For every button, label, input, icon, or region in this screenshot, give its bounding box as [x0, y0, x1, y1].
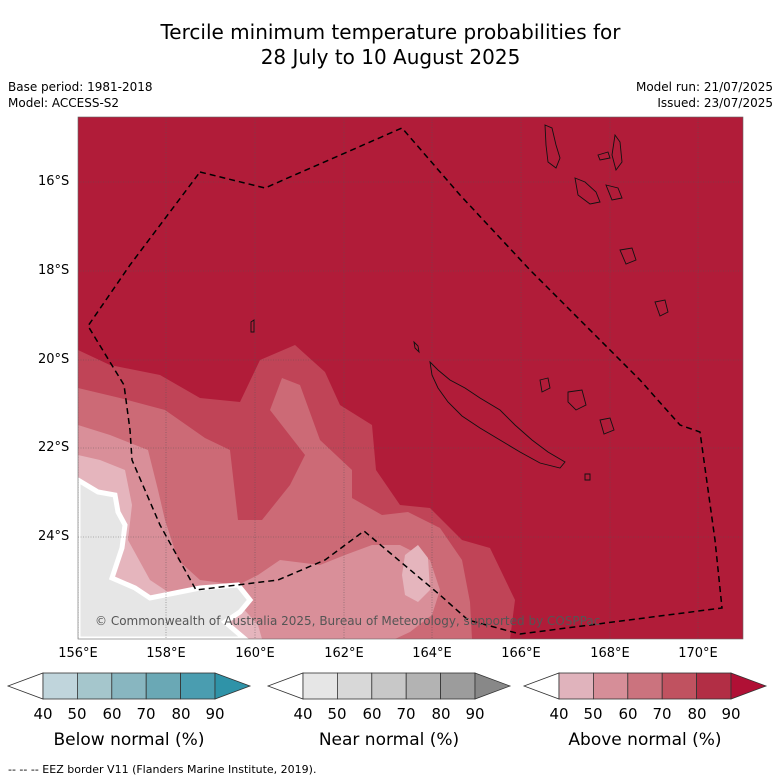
legend-below-bin-70-80	[145, 672, 181, 700]
legend-above-tick: 60	[618, 705, 638, 723]
legend-near-bin-40-50	[302, 672, 338, 700]
small-island-1	[250, 319, 255, 333]
loyalty-island-2	[567, 389, 587, 411]
legend-above-lower-arrow	[522, 672, 560, 700]
near-normal-region	[78, 477, 254, 639]
small-island-2	[413, 340, 420, 354]
legend-near-bin-50-60	[336, 672, 373, 700]
legend-above-tick: 90	[721, 705, 741, 723]
lon-label-160e: 160°E	[235, 646, 275, 661]
legend-near-tick: 50	[327, 705, 347, 723]
vanuatu-island-3	[611, 133, 623, 172]
vanuatu-island-2	[574, 177, 601, 205]
legend-above-bin-60-70	[627, 672, 663, 700]
legend-near-tick: 60	[362, 705, 382, 723]
lon-label-168e: 168°E	[590, 646, 630, 661]
legend-above-normal	[522, 672, 768, 700]
legend-near-normal	[266, 672, 512, 700]
lat-label-22s: 22°S	[38, 440, 70, 455]
lon-label-166e: 166°E	[501, 646, 541, 661]
legend-below-tick: 70	[136, 705, 156, 723]
lat-label-20s: 20°S	[38, 352, 70, 367]
legend-below-normal	[6, 672, 252, 700]
legend-above-bin-70-80	[661, 672, 698, 700]
above-normal-40-patch	[402, 545, 430, 602]
vanuatu-island-1	[544, 124, 561, 169]
legend-near-upper-arrow	[474, 672, 512, 700]
legend-near-tick: 70	[396, 705, 416, 723]
small-island-3	[584, 473, 591, 481]
lon-label-164e: 164°E	[412, 646, 452, 661]
legend-near-bin-60-70	[371, 672, 407, 700]
lon-label-162e: 162°E	[324, 646, 364, 661]
legend-near-tick: 80	[431, 705, 451, 723]
lat-label-24s: 24°S	[38, 529, 70, 544]
meta-right: Model run: 21/07/2025 Issued: 23/07/2025	[636, 79, 773, 111]
loyalty-island-1	[539, 377, 551, 393]
model-name: Model: ACCESS-S2	[8, 96, 120, 110]
above-normal-50-region	[78, 425, 440, 639]
lon-label-170e: 170°E	[678, 646, 718, 661]
issued-date: Issued: 23/07/2025	[657, 96, 773, 110]
legend-above-tick: 70	[652, 705, 672, 723]
vanuatu-island-6	[619, 247, 637, 265]
above-normal-60-patch	[298, 425, 318, 452]
legend-below-tick: 60	[102, 705, 122, 723]
legend-above-upper-arrow	[730, 672, 768, 700]
title-line-1: Tercile minimum temperature probabilitie…	[160, 20, 621, 44]
map-area[interactable]	[78, 117, 743, 639]
lon-label-156e: 156°E	[58, 646, 98, 661]
legend-below-tick: 50	[67, 705, 87, 723]
eez-border	[87, 127, 723, 635]
lat-label-18s: 18°S	[38, 263, 70, 278]
vanuatu-island-4	[597, 151, 611, 161]
loyalty-island-3	[599, 417, 615, 435]
model-run: Model run: 21/07/2025	[635, 80, 773, 94]
legend-above-bin-50-60	[593, 672, 629, 700]
legend-below-upper-arrow	[214, 672, 252, 700]
lat-label-16s: 16°S	[38, 174, 70, 189]
base-period: Base period: 1981-2018	[8, 80, 153, 94]
title-line-2: 28 July to 10 August 2025	[260, 45, 521, 69]
legend-below-bin-50-60	[77, 672, 113, 700]
legend-below-lower-arrow	[6, 672, 44, 700]
map-frame	[77, 116, 744, 640]
legend-below-tick: 40	[33, 705, 53, 723]
legend-near-lower-arrow	[266, 672, 304, 700]
meta-left: Base period: 1981-2018 Model: ACCESS-S2	[8, 79, 153, 111]
legend-near-tick: 90	[465, 705, 485, 723]
legend-near-bin-80-90	[440, 672, 476, 700]
legend-below-bin-80-90	[180, 672, 216, 700]
legend-below-tick: 80	[171, 705, 191, 723]
lon-label-158e: 158°E	[146, 646, 186, 661]
legend-above-bin-40-50	[558, 672, 594, 700]
legend-near-tick: 40	[293, 705, 313, 723]
legend-near-bin-70-80	[405, 672, 442, 700]
copyright-notice: © Commonwealth of Australia 2025, Bureau…	[95, 614, 601, 628]
legend-below-bin-40-50	[42, 672, 78, 700]
legend-above-title: Above normal (%)	[568, 730, 722, 750]
eez-footnote: -- -- -- EEZ border V11 (Flanders Marine…	[8, 763, 317, 776]
legend-below-tick: 90	[205, 705, 225, 723]
legend-above-bin-80-90	[696, 672, 732, 700]
vanuatu-island-7	[654, 299, 669, 317]
new-caledonia-coast	[429, 360, 566, 469]
legend-near-title: Near normal (%)	[318, 730, 460, 750]
legend-above-tick: 50	[583, 705, 603, 723]
legend-above-tick: 80	[687, 705, 707, 723]
map-title: Tercile minimum temperature probabilitie…	[0, 20, 781, 70]
legend-above-tick: 40	[549, 705, 569, 723]
legend-below-bin-60-70	[111, 672, 147, 700]
coastlines	[250, 124, 669, 481]
vanuatu-island-5	[605, 184, 623, 201]
graticule	[78, 117, 743, 639]
legend-below-title: Below normal (%)	[53, 730, 205, 750]
